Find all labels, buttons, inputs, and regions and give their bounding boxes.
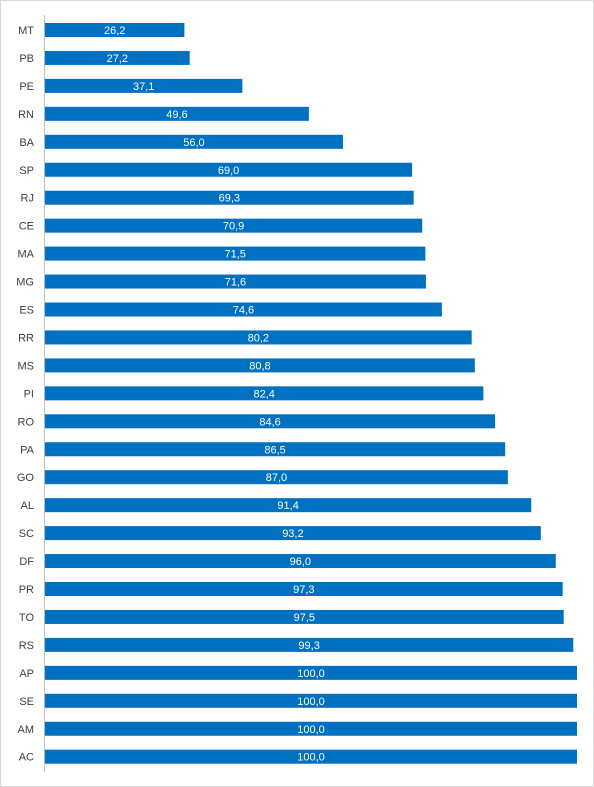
value-label-sp: 69,0 [218, 165, 239, 177]
bars-group [45, 23, 577, 764]
category-label-mt: MT [18, 25, 34, 37]
value-label-am: 100,0 [297, 724, 325, 736]
value-label-pe: 37,1 [133, 81, 154, 93]
category-label-se: SE [19, 696, 34, 708]
category-label-pr: PR [19, 584, 34, 596]
value-label-df: 96,0 [290, 556, 311, 568]
value-label-pi: 82,4 [253, 388, 274, 400]
bar-am [45, 721, 577, 736]
value-label-rn: 49,6 [166, 109, 187, 121]
value-label-sc: 93,2 [282, 528, 303, 540]
value-label-ma: 71,5 [224, 249, 245, 261]
category-label-pe: PE [19, 81, 34, 93]
bar-ro [45, 414, 496, 429]
category-label-ms: MS [18, 360, 35, 372]
value-label-ap: 100,0 [297, 668, 325, 680]
value-label-pa: 86,5 [264, 444, 285, 456]
value-label-es: 74,6 [233, 305, 254, 317]
category-label-pa: PA [20, 444, 35, 456]
value-label-ce: 70,9 [223, 221, 244, 233]
category-label-sc: SC [19, 528, 34, 540]
category-label-df: DF [19, 556, 34, 568]
value-label-rj: 69,3 [219, 193, 240, 205]
value-label-rs: 99,3 [298, 640, 319, 652]
category-label-ma: MA [18, 249, 35, 261]
category-label-ce: CE [19, 221, 34, 233]
bar-ce [45, 218, 423, 233]
category-label-al: AL [21, 500, 34, 512]
bar-sc [45, 526, 541, 541]
bar-rs [45, 637, 574, 652]
bar-rn [45, 106, 309, 121]
bar-pe [45, 78, 243, 93]
category-labels-group: MT PB PE RN BA SP RJ CE MA MG ES RR MS PI RO PA GO AL SC DF… [16, 25, 34, 764]
category-label-mg: MG [16, 277, 34, 289]
bar-df [45, 554, 556, 569]
bar-ma [45, 246, 426, 261]
category-label-ro: RO [18, 416, 35, 428]
bar-ap [45, 665, 577, 680]
category-label-ba: BA [19, 137, 34, 149]
bar-sp [45, 162, 413, 177]
category-label-go: GO [17, 472, 35, 484]
category-label-pb: PB [19, 53, 34, 65]
bar-pi [45, 386, 484, 401]
category-label-ac: AC [19, 752, 34, 764]
bar-rr [45, 330, 472, 345]
category-label-es: ES [19, 305, 34, 317]
bar-pa [45, 442, 506, 457]
category-label-ap: AP [19, 668, 34, 680]
bar-go [45, 470, 508, 485]
bar-al [45, 498, 532, 513]
category-label-rs: RS [19, 640, 34, 652]
category-label-sp: SP [19, 165, 34, 177]
value-label-to: 97,5 [294, 612, 315, 624]
category-label-rr: RR [18, 332, 34, 344]
value-label-al: 91,4 [277, 500, 298, 512]
category-label-to: TO [19, 612, 35, 624]
bar-mg [45, 274, 426, 289]
bar-ms [45, 358, 475, 373]
bar-pr [45, 582, 563, 596]
value-labels-group: 26,2 27,2 37,1 49,6 56,0 69,0 69,3 70,9 71,5 71,6… [104, 25, 325, 764]
value-label-go: 87,0 [266, 472, 287, 484]
value-label-ac: 100,0 [297, 752, 325, 764]
bar-rj [45, 190, 414, 205]
category-label-am: AM [18, 724, 35, 736]
bar-es [45, 302, 442, 317]
bar-ac [45, 749, 577, 764]
category-label-pi: PI [24, 388, 34, 400]
bar-mt [45, 23, 185, 37]
value-label-se: 100,0 [297, 696, 325, 708]
value-label-mt: 26,2 [104, 25, 125, 37]
bar-pb [45, 50, 190, 65]
category-label-rj: RJ [21, 193, 34, 205]
bar-to [45, 609, 564, 624]
value-label-ba: 56,0 [183, 137, 204, 149]
value-label-rr: 80,2 [248, 332, 269, 344]
bar-se [45, 693, 577, 708]
value-label-ro: 84,6 [259, 416, 280, 428]
bar-ba [45, 134, 343, 149]
value-label-mg: 71,6 [225, 277, 246, 289]
category-label-rn: RN [18, 109, 34, 121]
value-label-pr: 97,3 [293, 584, 314, 596]
value-label-pb: 27,2 [107, 53, 128, 65]
value-label-ms: 80,8 [249, 360, 270, 372]
